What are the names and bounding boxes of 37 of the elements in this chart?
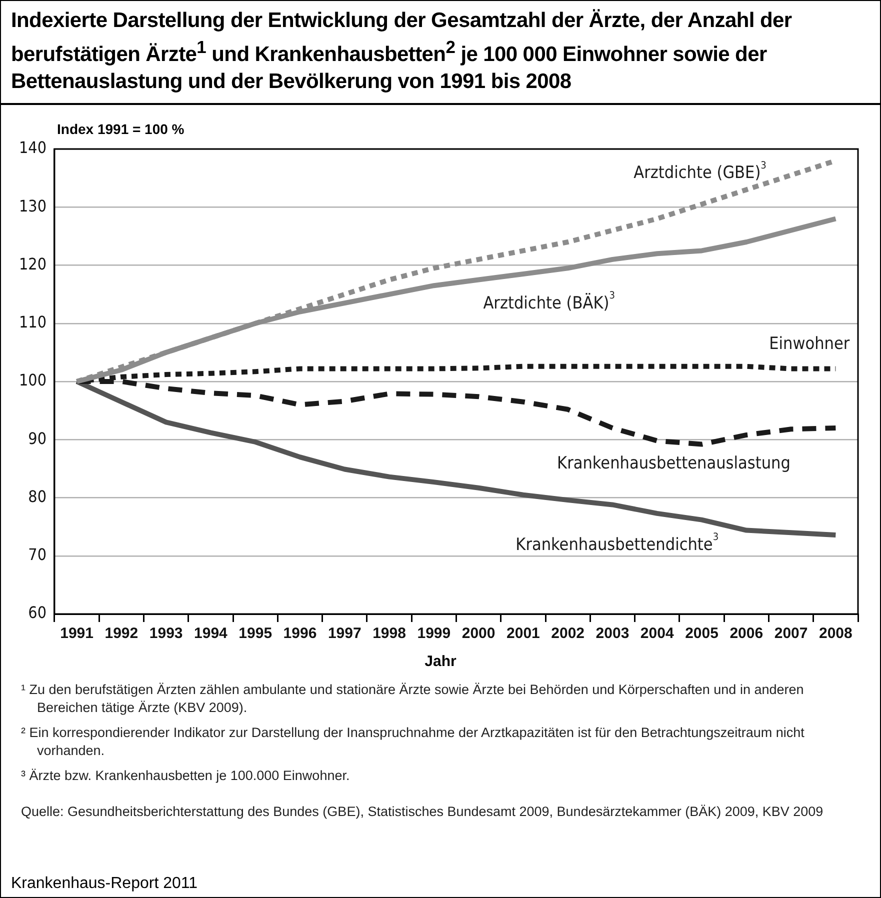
x-tick-label: 2008 [818,625,852,642]
series-label: Einwohner [769,334,850,354]
y-tick-label: 120 [19,254,46,274]
x-tick-label: 2007 [774,625,808,642]
text: ³ Ärzte bzw. Krankenhausbetten je 100.000 Einwohner. [21,767,351,785]
x-tick-label: 2005 [685,625,718,642]
y-tick-label: 90 [28,428,46,448]
x-tick-label: 2001 [506,625,540,642]
source-note: Quelle: Gesundheitsberichterstattung des Bundes (GBE), Statistisches Bundesamt 2009, Bundesärztekammer (BÄK) 2009, KBV 2009 [21,803,824,821]
y-tick-label: 130 [19,196,46,216]
x-tick-label: 1998 [372,625,406,642]
x-tick-label: 2006 [730,625,764,642]
x-tick-label: 1993 [149,625,183,642]
x-tick-label: 1996 [283,625,317,642]
y-tick-label: 70 [28,545,46,564]
text: ¹ Zu den berufstätigen Ärzten zählen ambulante und stationäre Ärzte sowie Ärzte bei Behörden und Körperschaften und in anderen Bereichen tätige Ärzte (KBV 2009). [21,681,805,717]
y-axis-title: Index 1991 = 100 % [57,121,184,137]
x-tick-label: 1997 [328,625,362,642]
x-tick-label: 1991 [60,625,94,642]
x-tick-label: 2003 [596,625,630,642]
text: ² Ein korrespondierender Indikator zur Darstellung der Inanspruchnahme der Arztkapazitäten ist für den Betrachtungszeitraum nicht vorhanden. [21,724,806,760]
x-tick-label: 2004 [640,625,674,642]
y-tick-label: 110 [19,312,46,332]
x-tick-label: 1994 [194,625,228,642]
x-tick-label: 2002 [551,625,585,642]
x-tick-label: 1995 [238,625,272,642]
x-tick-label: 2000 [462,625,496,642]
text: Krankenhaus-Report 2011 [11,875,198,893]
y-tick-label: 100 [19,370,46,390]
y-tick-label: 60 [28,603,46,622]
y-tick-label: 140 [19,138,46,158]
x-axis-title: Jahr [424,653,458,670]
y-tick-label: 80 [28,486,46,506]
x-tick-label: 1999 [417,625,451,642]
series-label: Krankenhausbettenauslastung [557,454,790,474]
chart-title: Indexierte Darstellung der Entwicklung der Gesamtzahl der Ärzte, der Anzahl der berufstätigen Ärzte$^{1}$ und Krankenhausbetten$^{2}$ je 100 000 Einwohner sowie der Bettenauslastung und der Bevölkerung von 1991 bis 2008 [1,1,880,105]
x-tick-label: 1992 [104,625,138,642]
